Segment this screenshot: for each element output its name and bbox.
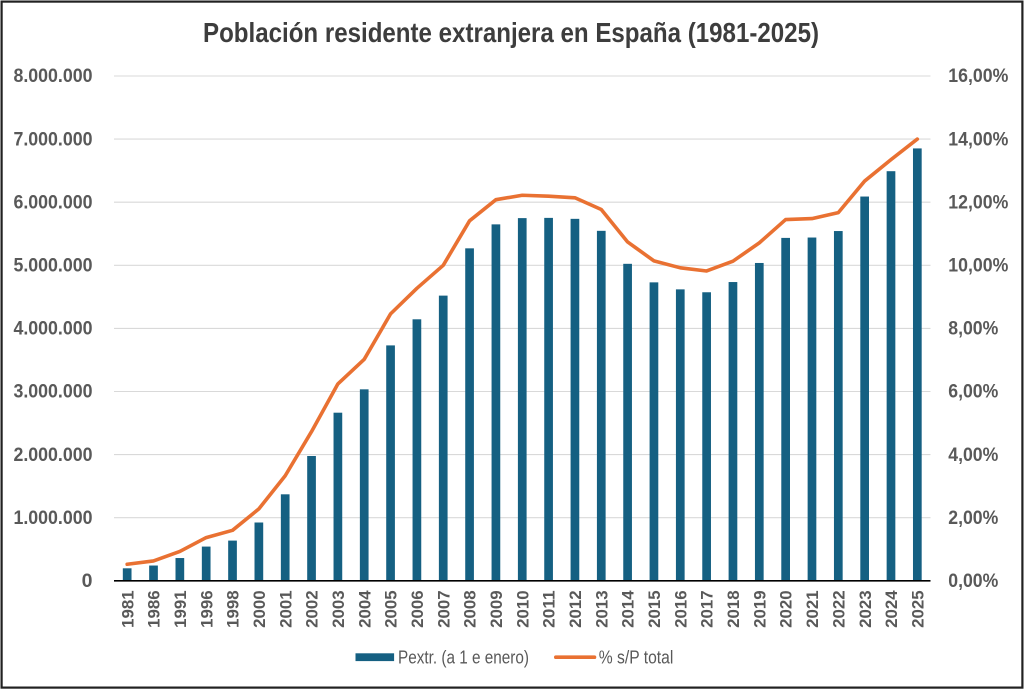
svg-text:0: 0 <box>82 570 93 592</box>
svg-text:1981: 1981 <box>119 590 137 628</box>
svg-text:2014: 2014 <box>620 590 638 628</box>
svg-text:2007: 2007 <box>435 590 453 628</box>
svg-text:14,00%: 14,00% <box>948 128 1008 150</box>
svg-text:2003: 2003 <box>330 590 348 628</box>
svg-text:2,00%: 2,00% <box>948 507 998 529</box>
svg-text:2019: 2019 <box>751 590 769 628</box>
svg-text:8.000.000: 8.000.000 <box>14 65 93 87</box>
svg-text:2024: 2024 <box>883 590 901 628</box>
svg-text:4,00%: 4,00% <box>948 444 998 466</box>
svg-text:5.000.000: 5.000.000 <box>14 255 93 277</box>
svg-text:2.000.000: 2.000.000 <box>14 444 93 466</box>
svg-text:2023: 2023 <box>857 590 875 628</box>
svg-text:2000: 2000 <box>251 590 269 628</box>
svg-text:2010: 2010 <box>514 590 532 628</box>
svg-text:2016: 2016 <box>672 590 690 628</box>
svg-text:2008: 2008 <box>462 590 480 628</box>
svg-text:2018: 2018 <box>725 590 743 628</box>
svg-text:2012: 2012 <box>567 590 585 628</box>
svg-text:2021: 2021 <box>804 590 822 628</box>
svg-text:1996: 1996 <box>198 590 216 628</box>
svg-text:12,00%: 12,00% <box>948 191 1008 213</box>
svg-text:2009: 2009 <box>488 590 506 628</box>
svg-text:2017: 2017 <box>699 590 717 628</box>
svg-text:2013: 2013 <box>593 590 611 628</box>
svg-text:2002: 2002 <box>304 590 322 628</box>
svg-text:1991: 1991 <box>172 590 190 628</box>
svg-text:3.000.000: 3.000.000 <box>14 381 93 403</box>
svg-text:6,00%: 6,00% <box>948 381 998 403</box>
svg-text:10,00%: 10,00% <box>948 255 1008 277</box>
svg-text:4.000.000: 4.000.000 <box>14 318 93 340</box>
svg-text:2004: 2004 <box>356 590 374 628</box>
svg-text:2005: 2005 <box>383 590 401 628</box>
svg-text:0,00%: 0,00% <box>948 570 998 592</box>
svg-text:2015: 2015 <box>646 590 664 628</box>
svg-text:8,00%: 8,00% <box>948 318 998 340</box>
svg-text:2011: 2011 <box>541 590 559 628</box>
svg-text:7.000.000: 7.000.000 <box>14 128 93 150</box>
svg-text:Pextr. (a 1 e enero): Pextr. (a 1 e enero) <box>398 647 529 667</box>
svg-text:1.000.000: 1.000.000 <box>14 507 93 529</box>
svg-text:% s/P total: % s/P total <box>599 647 674 667</box>
svg-text:1986: 1986 <box>146 590 164 628</box>
svg-text:2022: 2022 <box>830 590 848 628</box>
svg-text:2020: 2020 <box>778 590 796 628</box>
svg-text:6.000.000: 6.000.000 <box>14 191 93 213</box>
svg-text:Población residente extranjera: Población residente extranjera en España… <box>203 17 819 48</box>
svg-text:1998: 1998 <box>225 590 243 628</box>
svg-text:2006: 2006 <box>409 590 427 628</box>
svg-text:16,00%: 16,00% <box>948 65 1008 87</box>
svg-text:2001: 2001 <box>277 590 295 628</box>
svg-text:2025: 2025 <box>909 590 927 628</box>
